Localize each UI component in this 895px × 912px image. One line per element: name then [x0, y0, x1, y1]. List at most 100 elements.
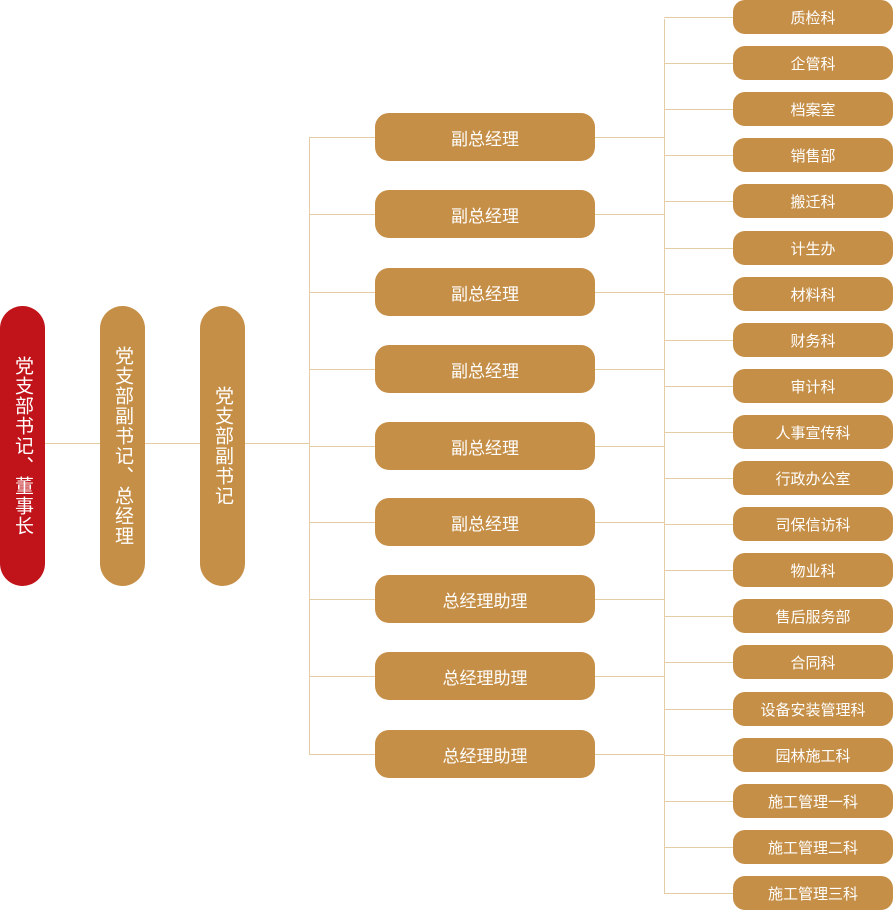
- node-label: 施工管理二科: [767, 838, 858, 857]
- manager-node: 副总经理: [375, 190, 595, 238]
- department-connector: [664, 709, 733, 710]
- manager-connector-left: [309, 754, 375, 755]
- deputy-secretary-gm-node: 党支部副书记、总经理: [100, 306, 145, 586]
- node-label: 搬迁科: [790, 192, 836, 211]
- node-label: 副总经理: [451, 284, 519, 305]
- department-connector: [664, 524, 733, 525]
- department-node: 物业科: [733, 553, 893, 587]
- manager-connector-right: [595, 754, 664, 755]
- department-node: 材料科: [733, 277, 893, 311]
- node-label: 总经理助理: [442, 591, 528, 612]
- manager-connector-right: [595, 292, 664, 293]
- department-connector: [664, 63, 733, 64]
- manager-connector-left: [309, 446, 375, 447]
- node-label: 行政办公室: [775, 469, 851, 488]
- node-label: 副总经理: [451, 438, 519, 459]
- department-connector: [664, 570, 733, 571]
- department-connector: [664, 294, 733, 295]
- department-node: 审计科: [733, 369, 893, 403]
- department-node: 档案室: [733, 92, 893, 126]
- manager-connector-left: [309, 599, 375, 600]
- manager-node: 总经理助理: [375, 730, 595, 778]
- node-label: 售后服务部: [775, 607, 851, 626]
- department-connector: [664, 662, 733, 663]
- node-label: 施工管理三科: [767, 884, 858, 903]
- party-secretary-chairman-node: 党支部书记、董事长: [0, 306, 45, 586]
- node-label: 总经理助理: [442, 668, 528, 689]
- node-label: 物业科: [790, 561, 836, 580]
- node-label: 副总经理: [451, 129, 519, 150]
- department-node: 施工管理二科: [733, 830, 893, 864]
- node-label: 司保信访科: [775, 515, 851, 534]
- manager-node: 副总经理: [375, 345, 595, 393]
- department-node: 行政办公室: [733, 461, 893, 495]
- manager-node: 副总经理: [375, 113, 595, 161]
- manager-node: 总经理助理: [375, 575, 595, 623]
- node-label: 人事宣传科: [775, 423, 851, 442]
- manager-connector-right: [595, 676, 664, 677]
- node-label: 审计科: [790, 377, 836, 396]
- manager-connector-left: [309, 137, 375, 138]
- manager-connector-right: [595, 137, 664, 138]
- department-connector: [664, 478, 733, 479]
- manager-node: 副总经理: [375, 268, 595, 316]
- department-node: 合同科: [733, 645, 893, 679]
- manager-node: 副总经理: [375, 422, 595, 470]
- department-connector: [664, 17, 733, 18]
- department-connector: [664, 801, 733, 802]
- node-label: 副总经理: [451, 514, 519, 535]
- department-node: 财务科: [733, 323, 893, 357]
- node-label: 销售部: [790, 146, 836, 165]
- department-node: 施工管理一科: [733, 784, 893, 818]
- department-connector: [664, 155, 733, 156]
- node-label: 党支部副书记、总经理: [112, 346, 134, 546]
- node-label: 计生办: [790, 239, 836, 258]
- node-label: 材料科: [790, 285, 836, 304]
- manager-connector-left: [309, 214, 375, 215]
- node-label: 党支部书记、董事长: [12, 356, 34, 536]
- department-connector: [664, 386, 733, 387]
- node-label: 企管科: [790, 54, 836, 73]
- department-connector: [664, 248, 733, 249]
- manager-connector-right: [595, 369, 664, 370]
- node-label: 园林施工科: [775, 746, 851, 765]
- node-label: 合同科: [790, 653, 836, 672]
- department-connector: [664, 847, 733, 848]
- manager-connector-right: [595, 522, 664, 523]
- node-label: 档案室: [790, 100, 836, 119]
- department-node: 设备安装管理科: [733, 692, 893, 726]
- department-connector: [664, 755, 733, 756]
- department-trunk: [664, 19, 665, 893]
- node-label: 总经理助理: [442, 746, 528, 767]
- deputy-secretary-node: 党支部副书记: [200, 306, 245, 586]
- department-connector: [664, 201, 733, 202]
- department-connector: [664, 109, 733, 110]
- department-connector: [664, 893, 733, 894]
- department-connector: [664, 616, 733, 617]
- department-node: 司保信访科: [733, 507, 893, 541]
- node-label: 副总经理: [451, 361, 519, 382]
- department-connector: [664, 432, 733, 433]
- node-label: 副总经理: [451, 206, 519, 227]
- node-label: 财务科: [790, 331, 836, 350]
- node-label: 质检科: [790, 8, 836, 27]
- manager-connector-left: [309, 676, 375, 677]
- manager-connector-left: [309, 522, 375, 523]
- manager-connector-left: [309, 292, 375, 293]
- department-node: 售后服务部: [733, 599, 893, 633]
- department-node: 销售部: [733, 138, 893, 172]
- department-connector: [664, 340, 733, 341]
- department-node: 园林施工科: [733, 738, 893, 772]
- node-label: 党支部副书记: [212, 386, 234, 506]
- node-label: 设备安装管理科: [760, 700, 866, 719]
- manager-connector-right: [595, 446, 664, 447]
- department-node: 人事宣传科: [733, 415, 893, 449]
- department-node: 质检科: [733, 0, 893, 34]
- department-node: 计生办: [733, 231, 893, 265]
- department-node: 施工管理三科: [733, 876, 893, 910]
- manager-connector-right: [595, 599, 664, 600]
- node-label: 施工管理一科: [767, 792, 858, 811]
- main-connector: [45, 443, 309, 444]
- manager-connector-right: [595, 214, 664, 215]
- department-node: 企管科: [733, 46, 893, 80]
